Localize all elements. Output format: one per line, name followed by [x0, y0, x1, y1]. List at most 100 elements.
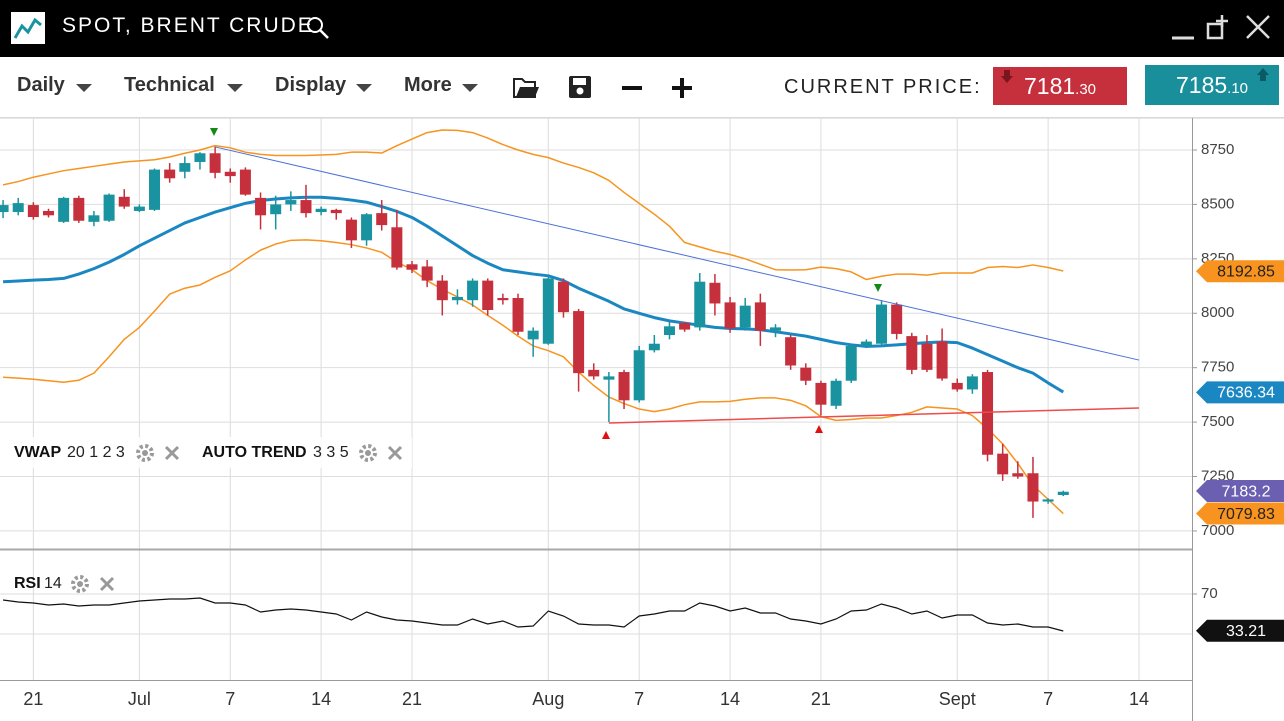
rsi-line: [2, 597, 1064, 632]
candle-body: [58, 197, 70, 222]
candle-body: [845, 345, 857, 381]
down-arrow: [1001, 70, 1013, 83]
candle-body: [103, 194, 115, 221]
indicator-line: [2, 129, 1064, 281]
remove-stroke: [164, 445, 180, 461]
peak-marker: [874, 284, 882, 292]
candle-body: [785, 337, 797, 366]
toolbar: Daily Technical Display More CURRENT PRI…: [0, 57, 1284, 118]
candle-body: [573, 311, 585, 374]
candle-body: [663, 326, 675, 336]
ask-integer: 7185: [1175, 72, 1228, 98]
settings-button[interactable]: [359, 444, 377, 462]
candle-body: [300, 200, 312, 214]
zoom-out-button[interactable]: [622, 86, 642, 90]
trend-line: [608, 407, 1140, 424]
candle-body: [315, 208, 327, 213]
candle-body: [876, 304, 888, 344]
x-tick-label: 14: [1129, 689, 1149, 709]
candle-body: [1057, 491, 1069, 496]
candle-body: [603, 376, 615, 380]
price-tag: [1196, 260, 1284, 283]
candle-body: [149, 169, 161, 210]
candle-body: [679, 323, 691, 330]
candle-body: [1012, 473, 1024, 477]
app-logo: [11, 12, 45, 44]
remove-button[interactable]: [387, 445, 403, 461]
indicator-label-bg: [0, 437, 412, 468]
candle-body: [0, 205, 9, 213]
candle-body: [709, 282, 721, 304]
remove-button[interactable]: [164, 445, 180, 461]
candle-body: [88, 215, 100, 222]
candle-body: [12, 203, 24, 213]
settings-hub: [77, 581, 83, 587]
candle-body: [557, 281, 569, 313]
y-tick-label: 8000: [1201, 304, 1234, 321]
price-tag: [1196, 619, 1284, 642]
menu-daily[interactable]: Daily: [17, 74, 65, 96]
candle-body: [73, 197, 85, 221]
candle-body: [830, 380, 842, 406]
ask-price: 7185.10: [1145, 65, 1279, 105]
candle-body: [633, 350, 645, 401]
x-tick-label: 7: [634, 689, 644, 709]
remove-button[interactable]: [99, 576, 115, 592]
indicator-params: 3 3 5: [313, 444, 349, 461]
candle-body: [588, 369, 600, 377]
indicator-line: [3, 195, 1065, 394]
candle-body: [330, 209, 342, 214]
peak-marker: [210, 128, 218, 136]
save-button[interactable]: [569, 76, 591, 98]
candle-body: [860, 341, 872, 346]
candle-body: [421, 266, 433, 281]
x-tick-label: 14: [720, 689, 740, 709]
candle-body: [997, 453, 1009, 475]
candle-body: [921, 343, 933, 370]
indicator-params: 20 1 2 3: [67, 444, 125, 461]
candle-body: [512, 298, 524, 332]
candle-body: [936, 341, 948, 379]
open-button[interactable]: [513, 78, 539, 98]
y-tick-label: 7000: [1201, 522, 1234, 539]
candle-body: [451, 296, 463, 301]
candle-body: [406, 264, 418, 270]
indicator-params: 14: [44, 575, 62, 592]
search-button[interactable]: [305, 15, 331, 41]
x-tick-label: 21: [402, 689, 422, 709]
settings-hub: [142, 450, 148, 456]
menu-more[interactable]: More: [404, 74, 452, 96]
menu-display[interactable]: Display: [275, 74, 347, 96]
candle-body: [436, 280, 448, 301]
bid-decimal: .30: [1075, 81, 1097, 98]
zoom-in-button[interactable]: [672, 78, 692, 98]
candle-body: [754, 302, 766, 331]
candle-body: [255, 197, 267, 216]
candle-body: [542, 278, 554, 344]
candle-body: [906, 336, 918, 370]
candle-body: [391, 227, 403, 268]
candle-body: [361, 214, 373, 241]
toolbar-icons: [76, 76, 692, 98]
price-tag: [1196, 502, 1284, 525]
candle-body: [815, 382, 827, 405]
candle-body: [133, 206, 145, 211]
candle-body: [345, 219, 357, 241]
x-tick-label: Aug: [532, 689, 564, 709]
settings-button[interactable]: [136, 444, 154, 462]
settings-button[interactable]: [71, 575, 89, 593]
candle-body: [164, 169, 176, 179]
candle-body: [800, 367, 812, 381]
trough-marker: [602, 431, 610, 439]
candle-body: [891, 304, 903, 334]
candle-body: [43, 210, 55, 216]
candle-body: [951, 382, 963, 390]
menu-technical[interactable]: Technical: [124, 74, 215, 96]
candle-body: [239, 169, 251, 195]
window-controls[interactable]: [1170, 12, 1280, 44]
price-tag-label: 7183.2: [1222, 483, 1271, 500]
trend-line: [214, 146, 1140, 361]
x-tick-label: 7: [225, 689, 235, 709]
candle-body: [270, 204, 282, 215]
